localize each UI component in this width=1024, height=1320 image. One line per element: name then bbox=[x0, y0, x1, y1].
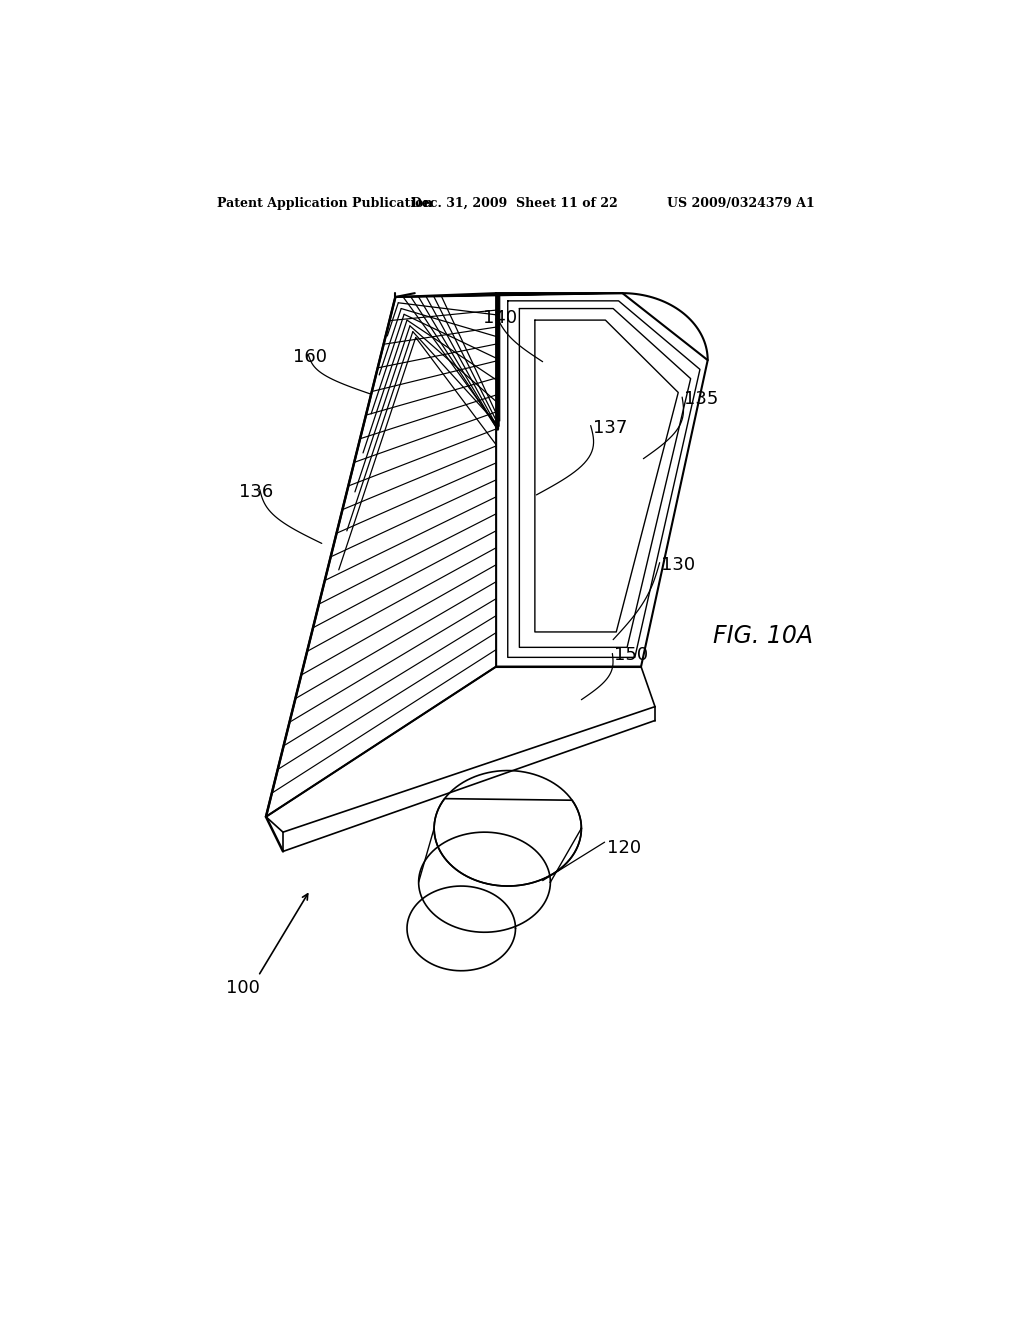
Text: 136: 136 bbox=[239, 483, 273, 500]
Text: 100: 100 bbox=[225, 979, 260, 998]
Text: 150: 150 bbox=[614, 645, 648, 664]
Text: 160: 160 bbox=[293, 348, 327, 366]
Text: FIG. 10A: FIG. 10A bbox=[713, 624, 813, 648]
Text: US 2009/0324379 A1: US 2009/0324379 A1 bbox=[667, 197, 814, 210]
Text: 140: 140 bbox=[483, 309, 517, 327]
Text: 120: 120 bbox=[607, 838, 641, 857]
Text: 130: 130 bbox=[662, 556, 695, 574]
Text: 135: 135 bbox=[684, 391, 719, 408]
Text: 137: 137 bbox=[593, 418, 628, 437]
Text: Dec. 31, 2009  Sheet 11 of 22: Dec. 31, 2009 Sheet 11 of 22 bbox=[411, 197, 617, 210]
Text: Patent Application Publication: Patent Application Publication bbox=[217, 197, 432, 210]
